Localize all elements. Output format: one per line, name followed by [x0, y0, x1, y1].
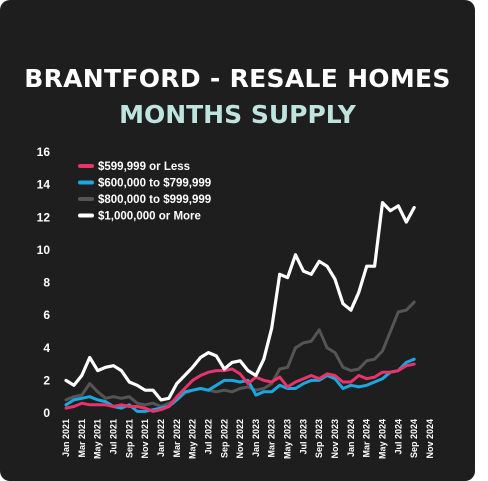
- x-tick-label: Nov 2021: [140, 419, 150, 459]
- x-tick-label: May 2024: [378, 419, 388, 459]
- chart-title: BRANTFORD - RESALE HOMES: [24, 64, 451, 93]
- x-tick-label: Jan 2021: [61, 419, 71, 457]
- y-tick-label: 16: [37, 145, 51, 159]
- x-tick-label: Mar 2024: [362, 419, 372, 458]
- chart-card: BRANTFORD - RESALE HOMES MONTHS SUPPLY 0…: [0, 0, 475, 481]
- x-tick-label: May 2023: [283, 419, 293, 459]
- x-axis: Jan 2021 Mar 2021 May 2021 Jul 2021 Sep 2021…: [61, 419, 435, 459]
- legend-label: $1,000,000 or More: [98, 211, 201, 223]
- y-tick-label: 0: [43, 406, 50, 420]
- x-tick-label: Jul 2022: [203, 419, 213, 455]
- x-tick-label: Sep 2023: [314, 419, 324, 458]
- chart-subtitle: MONTHS SUPPLY: [119, 100, 356, 129]
- y-tick-label: 12: [37, 210, 51, 224]
- legend: $599,999 or Less $600,000 to $799,999 $800…: [78, 161, 211, 223]
- y-tick-label: 2: [43, 373, 50, 387]
- line-chart: 0 2 4 6 8 10 12 14 16 Jan 2021 Mar 2021 May 2021 Ju…: [37, 145, 435, 459]
- x-tick-label: Jul 2021: [108, 419, 118, 455]
- x-tick-label: Sep 2021: [124, 419, 134, 458]
- x-tick-label: Sep 2024: [409, 419, 419, 458]
- x-tick-label: Nov 2023: [330, 419, 340, 459]
- x-tick-label: Mar 2022: [172, 419, 182, 458]
- series-line-600-000-to-799-999: [64, 357, 416, 413]
- x-tick-label: Mar 2021: [77, 419, 87, 458]
- x-tick-label: Jul 2023: [298, 419, 308, 455]
- x-tick-label: Nov 2024: [425, 419, 435, 459]
- y-tick-label: 4: [43, 341, 50, 355]
- series-line-599-999-or-less: [64, 362, 416, 413]
- legend-label: $800,000 to $999,999: [98, 194, 211, 206]
- series-line-1-000-000-or-more: [64, 201, 416, 402]
- x-tick-label: Sep 2022: [219, 419, 229, 458]
- x-tick-label: Nov 2022: [235, 419, 245, 459]
- y-tick-label: 8: [43, 276, 50, 290]
- x-tick-label: May 2021: [93, 419, 103, 459]
- x-tick-label: Jan 2023: [251, 419, 261, 457]
- series-line-800-000-to-999-999: [64, 300, 416, 408]
- y-tick-label: 6: [43, 308, 50, 322]
- y-tick-label: 10: [37, 243, 51, 257]
- x-tick-label: Jan 2024: [346, 419, 356, 457]
- x-tick-label: Jul 2024: [393, 419, 403, 455]
- legend-label: $599,999 or Less: [98, 161, 190, 173]
- y-tick-label: 14: [37, 178, 51, 192]
- x-tick-label: May 2022: [188, 419, 198, 459]
- x-tick-label: Jan 2022: [156, 419, 166, 457]
- y-axis: 0 2 4 6 8 10 12 14 16: [37, 145, 51, 420]
- legend-label: $600,000 to $799,999: [98, 178, 211, 190]
- x-tick-label: Mar 2023: [267, 419, 277, 458]
- series-layer: [64, 201, 416, 413]
